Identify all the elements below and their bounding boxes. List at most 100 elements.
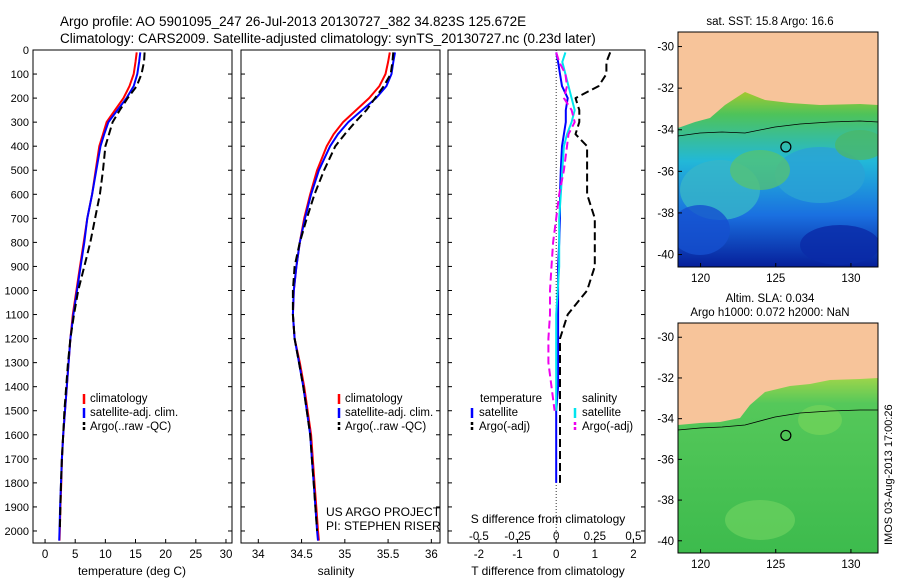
s-tick-label: -0.5 [469, 531, 489, 543]
difference-x-axis: -2 -1 0 1 2 [474, 539, 637, 561]
depth-tick-label: 1200 [5, 334, 29, 346]
difference-series [547, 52, 612, 483]
depth-tick-label: 1300 [5, 358, 29, 370]
x-tick-label: 0 [553, 549, 559, 561]
x-tick-label: 25 [189, 549, 202, 561]
map-y-tick-label: -32 [657, 373, 674, 385]
x-tick-label: 34.5 [290, 549, 312, 561]
depth-tick-label: 0 [23, 45, 29, 57]
salinity-series [291, 52, 396, 541]
t-difference-label: T difference from climatology [471, 564, 625, 578]
x-tick-label: 36 [425, 549, 438, 561]
legend-label: climatology [345, 393, 403, 405]
depth-tick-label: 200 [11, 93, 29, 105]
pi-annotation: PI: STEPHEN RISER [326, 519, 441, 533]
x-tick-label: -1 [512, 549, 522, 561]
s-tick-label: -0.25 [504, 531, 530, 543]
map-y-tick-label: -36 [657, 454, 674, 466]
series-line-argo-raw-qc- [291, 52, 395, 532]
legend-label: Argo(..raw -QC) [345, 421, 426, 433]
difference-panel: -2 -1 0 1 2 -0.5 -0.25 0 0.25 0.5 temperature sal… [447, 49, 646, 578]
map-x-tick-label: 130 [841, 273, 860, 285]
depth-tick-label: 800 [11, 237, 29, 249]
x-tick-label: 35 [338, 549, 351, 561]
salinity-x-axis: 34 34.5 35 35.5 36 [252, 539, 438, 561]
sst-map-frame [677, 31, 879, 268]
depth-tick-label: 100 [11, 69, 29, 81]
x-tick-label: -2 [474, 549, 484, 561]
x-tick-label: 34 [252, 549, 265, 561]
depth-tick-label: 600 [11, 189, 29, 201]
legend-label: Argo(-adj) [582, 421, 633, 433]
legend-temperature-header: temperature [480, 393, 542, 405]
x-tick-label: 20 [159, 549, 172, 561]
depth-tick-label: 400 [11, 141, 29, 153]
x-tick-label: 10 [99, 549, 112, 561]
sst-map-axes: 120 125 130 -30 -32 -34 -36 -38 -40 [657, 42, 860, 285]
sla-map-title-line1: Altim. SLA: 0.034 [726, 293, 815, 305]
map-y-tick-label: -34 [657, 414, 674, 426]
salinity-xlabel: salinity [318, 564, 355, 578]
argo-location-marker [780, 141, 792, 153]
s-difference-label: S difference from climatology [471, 512, 626, 526]
x-tick-label: 35.5 [377, 549, 399, 561]
x-tick-label: 5 [72, 549, 78, 561]
depth-tick-label: 1500 [5, 406, 29, 418]
legend-salinity-header: salinity [582, 393, 617, 405]
temperature-x-axis: 0 5 10 15 20 25 30 [42, 539, 233, 561]
sla-map-frame [677, 322, 879, 554]
salinity-depth-ticks [241, 49, 440, 532]
sla-map-axes: 120 125 130 -30 -32 -34 -36 -38 -40 [657, 332, 860, 571]
temperature-axes-box [32, 49, 233, 544]
figure-title-line1: Argo profile: AO 5901095_247 26-Jul-2013… [60, 14, 526, 29]
sst-map-panel: sat. SST: 15.8 Argo: 16.6 120 125 130 -30 -3… [657, 16, 879, 285]
depth-tick-label: 900 [11, 261, 29, 273]
depth-tick-label: 1800 [5, 478, 29, 490]
legend-label: satellite-adj. clim. [345, 407, 433, 419]
temperature-series [58, 52, 146, 541]
depth-tick-label: 1600 [5, 430, 29, 442]
sst-map-title: sat. SST: 15.8 Argo: 16.6 [706, 16, 833, 28]
temperature-legend: climatology satellite-adj. clim. Argo(..ra… [82, 393, 178, 433]
depth-tick-label: 500 [11, 165, 29, 177]
temperature-panel: 0100200300400500600700800900100011001200… [5, 45, 233, 578]
depth-tick-label: 1400 [5, 382, 29, 394]
map-x-tick-label: 120 [691, 559, 710, 571]
argo-location-marker-sla [780, 429, 792, 442]
map-y-tick-label: -30 [657, 42, 674, 54]
difference-depth-ticks [448, 49, 645, 532]
difference-axes-box [447, 49, 646, 544]
x-tick-label: 1 [592, 549, 598, 561]
depth-tick-label: 700 [11, 213, 29, 225]
map-y-tick-label: -38 [657, 208, 674, 220]
map-y-tick-label: -32 [657, 83, 674, 95]
series-line-salinity-argo-adj- [547, 52, 576, 411]
x-tick-label: 30 [220, 549, 233, 561]
figure-title-line2: Climatology: CARS2009. Satellite-adjuste… [60, 31, 596, 46]
x-tick-label: 0 [42, 549, 48, 561]
depth-tick-label: 1100 [5, 310, 29, 322]
imos-timestamp: IMOS 03-Aug-2013 17:00:26 [883, 404, 895, 545]
map-y-tick-label: -30 [657, 332, 674, 344]
difference-legend: temperature salinity satellite Argo(-adj) sa… [470, 393, 633, 433]
salinity-legend: climatology satellite-adj. clim. Argo(..ra… [337, 393, 433, 433]
legend-label: satellite [582, 407, 621, 419]
x-tick-label: 15 [129, 549, 142, 561]
legend-label: Argo(..raw -QC) [90, 421, 171, 433]
legend-label: satellite-adj. clim. [90, 407, 178, 419]
legend-label: climatology [90, 393, 148, 405]
map-x-tick-label: 130 [841, 559, 860, 571]
map-y-tick-label: -34 [657, 125, 674, 137]
depth-tick-label: 1000 [5, 285, 29, 297]
map-y-tick-label: -38 [657, 495, 674, 507]
map-y-tick-label: -36 [657, 166, 674, 178]
s-tick-label: 0.25 [584, 531, 606, 543]
salinity-difference-axis: -0.5 -0.25 0 0.25 0.5 [469, 50, 641, 543]
map-y-tick-label: -40 [657, 250, 674, 262]
s-tick-label: 0.5 [625, 531, 641, 543]
map-x-tick-label: 125 [766, 273, 785, 285]
depth-tick-label: 1700 [5, 454, 29, 466]
map-y-tick-label: -40 [657, 536, 674, 548]
legend-label: satellite [479, 407, 518, 419]
